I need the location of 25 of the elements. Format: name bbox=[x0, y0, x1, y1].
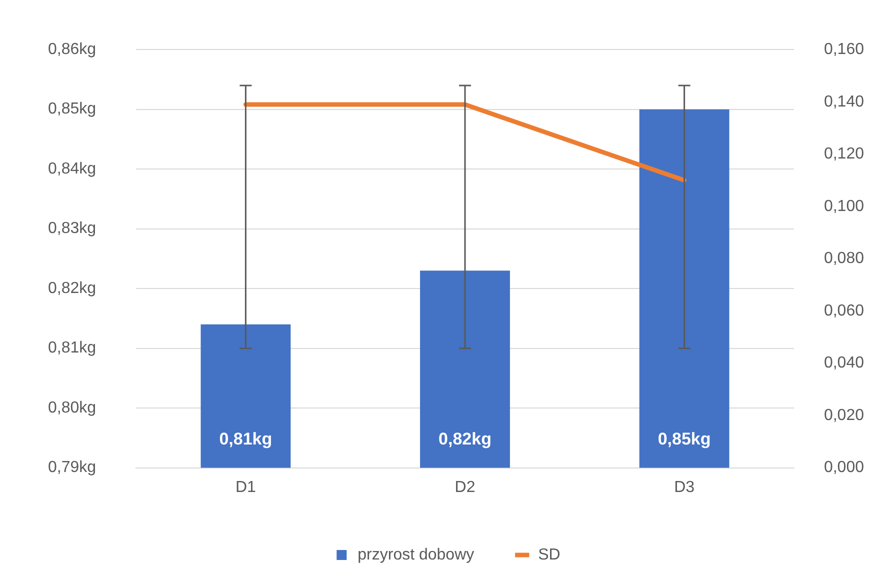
y2-tick-label: 0,040 bbox=[824, 354, 864, 372]
y2-tick-label: 0,000 bbox=[824, 459, 864, 476]
legend-label: przyrost dobowy bbox=[358, 546, 474, 564]
y-tick-label: 0,79kg bbox=[48, 459, 96, 476]
x-tick-label: D2 bbox=[454, 478, 476, 496]
data-label: 0,81kg bbox=[219, 429, 272, 448]
y2-tick-label: 0,100 bbox=[824, 198, 864, 215]
y2-tick-label: 0,140 bbox=[824, 93, 864, 110]
x-tick-label: D3 bbox=[674, 478, 695, 496]
data-label: 0,85kg bbox=[658, 429, 711, 448]
y2-tick-label: 0,060 bbox=[824, 302, 864, 320]
y-tick-label: 0,86kg bbox=[48, 41, 96, 58]
y2-tick-label: 0,120 bbox=[824, 146, 864, 163]
y2-tick-label: 0,160 bbox=[824, 41, 864, 58]
y-tick-label: 0,85kg bbox=[48, 100, 96, 118]
y2-tick-label: 0,020 bbox=[824, 406, 864, 424]
y2-tick-label: 0,080 bbox=[824, 250, 864, 268]
data-label: 0,82kg bbox=[438, 429, 492, 448]
y-tick-label: 0,81kg bbox=[48, 340, 96, 357]
x-tick-label: D1 bbox=[235, 478, 256, 496]
y-tick-label: 0,84kg bbox=[48, 160, 96, 178]
y-tick-label: 0,80kg bbox=[48, 399, 96, 416]
y-tick-label: 0,83kg bbox=[48, 220, 96, 238]
legend-label: SD bbox=[538, 546, 560, 564]
y-tick-label: 0,82kg bbox=[48, 280, 96, 297]
